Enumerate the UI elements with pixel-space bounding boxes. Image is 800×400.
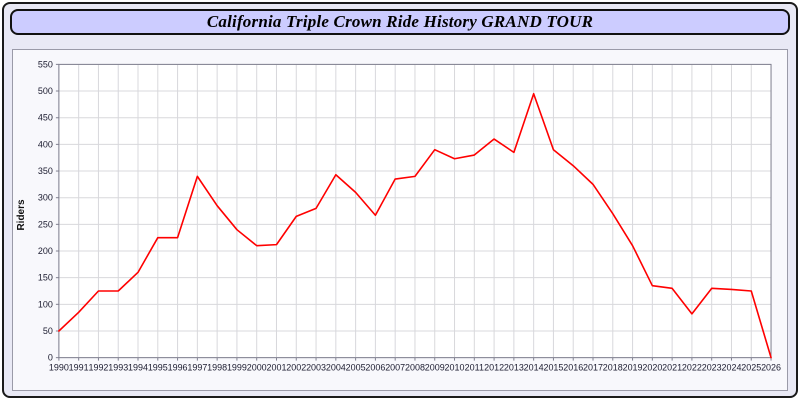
svg-text:2016: 2016 (563, 363, 583, 373)
svg-text:100: 100 (38, 299, 53, 309)
x-axis-tick-labels: 1990 1991 1992 1993 1994 1995 1996 1997 1998 1999… (49, 357, 781, 373)
svg-text:2015: 2015 (543, 363, 563, 373)
svg-text:2007: 2007 (385, 363, 405, 373)
svg-text:2004: 2004 (326, 363, 346, 373)
svg-text:2000: 2000 (247, 363, 267, 373)
svg-text:1998: 1998 (207, 363, 227, 373)
svg-text:0: 0 (48, 353, 53, 363)
svg-text:1992: 1992 (88, 363, 108, 373)
page-title: California Triple Crown Ride History GRA… (206, 12, 594, 31)
gridlines (58, 63, 772, 359)
svg-text:1993: 1993 (108, 363, 128, 373)
riders-series-line (58, 92, 772, 359)
svg-text:2018: 2018 (603, 363, 623, 373)
riders-line-chart: Riders 0 50 100 150 200 250 300 350 400 450 500 550… (16, 59, 781, 373)
svg-text:2013: 2013 (504, 363, 524, 373)
svg-text:2020: 2020 (642, 363, 662, 373)
chart-panel: Riders 0 50 100 150 200 250 300 350 400 450 500 550… (12, 49, 788, 391)
svg-text:2022: 2022 (682, 363, 702, 373)
svg-text:1996: 1996 (168, 363, 188, 373)
svg-text:550: 550 (38, 59, 53, 69)
svg-text:450: 450 (38, 113, 53, 123)
svg-text:2026: 2026 (761, 363, 781, 373)
svg-text:2009: 2009 (425, 363, 445, 373)
svg-text:50: 50 (43, 326, 53, 336)
svg-text:2025: 2025 (741, 363, 761, 373)
svg-text:1991: 1991 (69, 363, 89, 373)
chart-title-bar: California Triple Crown Ride History GRA… (10, 9, 790, 35)
svg-text:200: 200 (38, 246, 53, 256)
svg-text:2003: 2003 (306, 363, 326, 373)
svg-text:1997: 1997 (187, 363, 207, 373)
svg-text:2012: 2012 (484, 363, 504, 373)
svg-text:2019: 2019 (623, 363, 643, 373)
svg-text:2006: 2006 (365, 363, 385, 373)
svg-text:2005: 2005 (346, 363, 366, 373)
svg-text:250: 250 (38, 219, 53, 229)
svg-text:300: 300 (38, 193, 53, 203)
svg-text:1990: 1990 (49, 363, 69, 373)
svg-text:2017: 2017 (583, 363, 603, 373)
svg-text:2010: 2010 (445, 363, 465, 373)
svg-text:2024: 2024 (722, 363, 742, 373)
svg-text:2008: 2008 (405, 363, 425, 373)
y-axis-tick-labels: 0 50 100 150 200 250 300 350 400 450 500 550 (38, 59, 59, 363)
svg-text:400: 400 (38, 139, 53, 149)
y-axis-label: Riders (16, 199, 27, 230)
svg-text:2001: 2001 (267, 363, 287, 373)
svg-text:500: 500 (38, 86, 53, 96)
svg-text:150: 150 (38, 273, 53, 283)
svg-text:2023: 2023 (702, 363, 722, 373)
svg-text:1995: 1995 (148, 363, 168, 373)
svg-text:2011: 2011 (465, 363, 484, 373)
svg-text:1999: 1999 (227, 363, 247, 373)
svg-text:1994: 1994 (128, 363, 148, 373)
svg-text:2021: 2021 (662, 363, 682, 373)
svg-text:2014: 2014 (524, 363, 544, 373)
svg-text:2002: 2002 (286, 363, 306, 373)
svg-text:350: 350 (38, 166, 53, 176)
